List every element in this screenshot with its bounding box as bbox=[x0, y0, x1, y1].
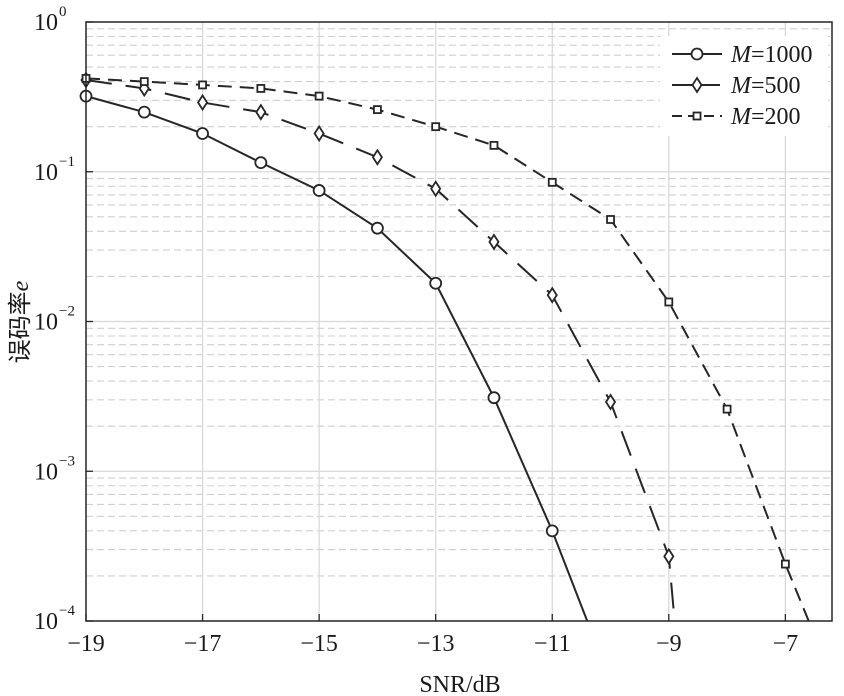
data-point-marker bbox=[604, 393, 617, 411]
data-point-marker bbox=[546, 286, 558, 304]
data-point-marker bbox=[663, 547, 675, 566]
x-axis-label: SNR/dB bbox=[419, 672, 500, 696]
data-point-marker bbox=[371, 148, 383, 166]
data-point-marker bbox=[313, 124, 325, 143]
data-point-marker bbox=[196, 127, 209, 140]
data-point-marker bbox=[606, 215, 615, 224]
y-tick-label-exponent: −3 bbox=[59, 453, 75, 469]
y-tick-label-base: 10 bbox=[34, 160, 58, 186]
x-tick-label: −13 bbox=[417, 631, 455, 657]
data-point-marker bbox=[722, 404, 732, 414]
data-point-marker bbox=[254, 156, 268, 170]
data-point-marker bbox=[547, 177, 557, 187]
data-point-marker bbox=[255, 103, 267, 121]
y-tick-label-exponent: −1 bbox=[59, 154, 75, 170]
data-point-marker bbox=[489, 140, 499, 150]
y-tick-label-exponent: −4 bbox=[59, 603, 75, 619]
data-point-marker bbox=[139, 77, 149, 86]
data-point-marker bbox=[690, 47, 704, 61]
x-tick-label: −11 bbox=[534, 631, 571, 657]
x-tick-label: −7 bbox=[773, 631, 799, 657]
y-tick-label-base: 10 bbox=[34, 459, 58, 485]
data-point-marker bbox=[373, 105, 382, 115]
legend-label: M=200 bbox=[730, 104, 801, 130]
y-tick-label-base: 10 bbox=[34, 609, 58, 635]
legend-label-value: =1000 bbox=[751, 42, 813, 68]
data-point-marker bbox=[314, 91, 324, 101]
series-line bbox=[85, 95, 589, 622]
data-point-marker bbox=[196, 93, 209, 112]
y-axis-label-symbol: e bbox=[8, 280, 34, 291]
legend-label-symbol: M bbox=[730, 104, 753, 130]
data-point-marker bbox=[691, 76, 703, 94]
data-point-marker bbox=[198, 80, 207, 90]
x-tick-label: −19 bbox=[67, 631, 105, 657]
data-point-marker bbox=[371, 221, 384, 235]
legend-label-value: =200 bbox=[751, 104, 801, 130]
data-point-marker bbox=[430, 180, 442, 198]
data-point-marker bbox=[545, 524, 559, 538]
x-axis: −19 −17 −15 −13 −11 −9 −7 bbox=[67, 614, 798, 657]
y-tick-label-base: 10 bbox=[34, 10, 58, 36]
data-point-marker bbox=[488, 233, 500, 251]
legend-label-value: =500 bbox=[751, 73, 801, 99]
x-tick-label: −15 bbox=[300, 631, 338, 657]
data-point-marker bbox=[137, 105, 151, 119]
x-tick-label: −17 bbox=[184, 631, 222, 657]
y-tick-label-exponent: −2 bbox=[59, 304, 75, 320]
data-point-marker bbox=[664, 297, 674, 307]
legend-label: M=1000 bbox=[730, 42, 813, 68]
data-point-marker bbox=[431, 122, 441, 132]
data-point-marker bbox=[312, 184, 326, 197]
y-axis-label: 误码率e bbox=[7, 280, 34, 363]
x-tick-label: −9 bbox=[656, 631, 682, 657]
data-point-marker bbox=[256, 84, 266, 93]
data-point-marker bbox=[429, 276, 443, 290]
data-point-marker bbox=[780, 559, 790, 569]
y-tick-label-base: 10 bbox=[34, 310, 58, 336]
legend-label-symbol: M bbox=[730, 42, 753, 68]
data-point-marker bbox=[487, 391, 501, 405]
y-axis-label-text: 误码率 bbox=[7, 291, 34, 363]
series-line bbox=[85, 79, 676, 622]
series-circle bbox=[79, 89, 589, 622]
y-tick-label-exponent: 0 bbox=[59, 4, 67, 20]
legend-label-symbol: M bbox=[730, 73, 753, 99]
legend-label: M=500 bbox=[730, 73, 801, 99]
data-point-marker bbox=[692, 111, 702, 121]
series-line bbox=[85, 77, 810, 622]
